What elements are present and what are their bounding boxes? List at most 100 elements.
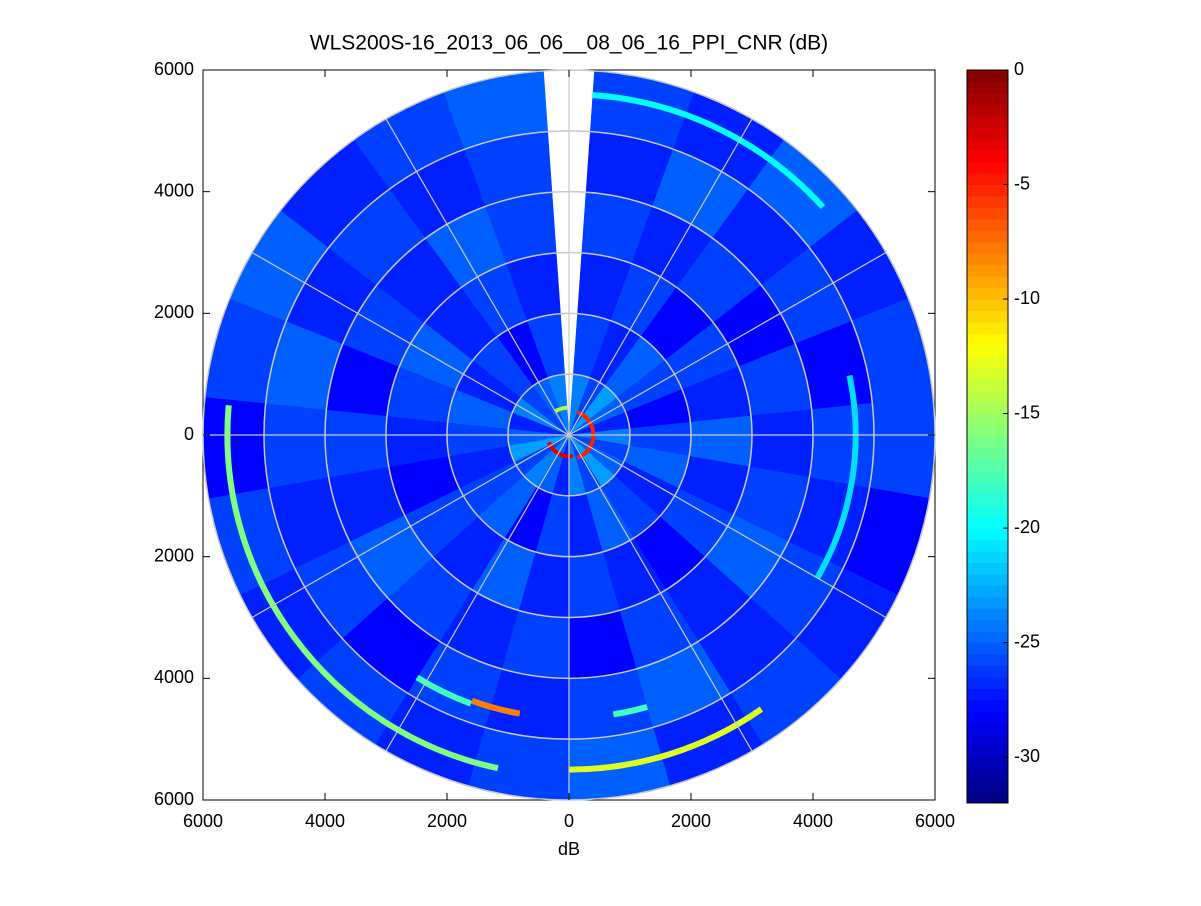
colorbar-swatch (967, 333, 1008, 346)
cnr-arc (568, 706, 764, 773)
colorbar-swatch (967, 310, 1008, 323)
cnr-arc (415, 674, 472, 707)
colorbar-swatch (967, 631, 1008, 644)
colorbar-tick-label: -30 (1014, 746, 1040, 766)
colorbar-swatch (967, 173, 1008, 186)
colorbar-swatch (967, 150, 1008, 163)
colorbar-swatch (967, 104, 1008, 117)
colorbar-swatch (967, 70, 1008, 82)
cnr-arc (814, 374, 859, 580)
azimuth-spoke (568, 434, 887, 619)
cnr-arc (612, 704, 649, 718)
y-tick-label: 6000 (154, 59, 194, 79)
colorbar-swatch (967, 677, 1008, 689)
colorbar-swatch (967, 688, 1008, 701)
colorbar-swatch (967, 379, 1008, 392)
colorbar-swatch (967, 195, 1008, 208)
colorbar-swatch (967, 264, 1008, 277)
x-tick-label: 0 (564, 811, 574, 831)
heatmap-cell (324, 409, 390, 478)
colorbar-swatch (967, 573, 1008, 586)
colorbar-swatch (967, 218, 1008, 231)
heatmap-cell (809, 402, 875, 489)
colorbar-swatch (967, 619, 1008, 632)
azimuth-spoke (251, 251, 570, 436)
colorbar-swatch (967, 230, 1008, 243)
colorbar-swatch (967, 791, 1008, 804)
colorbar-swatch (967, 115, 1008, 128)
colorbar-swatch (967, 493, 1008, 506)
colorbar-swatch (967, 642, 1008, 655)
y-tick-label: 4000 (154, 180, 194, 200)
heatmap-cell (869, 396, 936, 499)
heatmap-cell (748, 409, 814, 478)
y-tick-label: 2000 (154, 302, 194, 322)
colorbar-box (966, 69, 1009, 804)
colorbar-swatch (967, 390, 1008, 403)
colorbar-tick-label: -15 (1014, 402, 1040, 422)
colorbar-swatch (967, 585, 1008, 598)
colorbar-swatch (967, 321, 1008, 334)
azimuth-spoke (568, 434, 753, 752)
colorbar-swatch (967, 447, 1008, 460)
colorbar-swatch (967, 516, 1008, 529)
colorbar-swatch (967, 757, 1008, 770)
heatmap-cell (202, 396, 269, 499)
colorbar-swatch (967, 436, 1008, 449)
colorbar-swatch (967, 207, 1008, 220)
colorbar-swatch (967, 711, 1008, 724)
colorbar-swatch (967, 276, 1008, 289)
colorbar-swatch (967, 413, 1008, 426)
colorbar-swatch (967, 596, 1008, 609)
x-tick-label: 2000 (671, 811, 711, 831)
colorbar-swatch (967, 528, 1008, 541)
colorbar-swatch (967, 562, 1008, 575)
colorbar-swatch (967, 699, 1008, 712)
y-tick-label: 6000 (154, 789, 194, 809)
colorbar-swatch (967, 722, 1008, 735)
azimuth-spoke (568, 251, 887, 436)
cnr-arc (592, 92, 826, 210)
colorbar-swatch (967, 745, 1008, 758)
colorbar-swatch (967, 482, 1008, 495)
colorbar-swatch (967, 608, 1008, 621)
colorbar-tick-label: -10 (1014, 288, 1040, 308)
colorbar-swatch (967, 253, 1008, 266)
colorbar-swatch (967, 425, 1008, 437)
x-tick-label: 6000 (915, 811, 955, 831)
colorbar-tick-label: -5 (1014, 173, 1030, 193)
colorbar-swatch (967, 780, 1008, 793)
colorbar-tick-label: -25 (1014, 631, 1040, 651)
colorbar-swatch (967, 241, 1008, 254)
colorbar-tick-label: 0 (1014, 59, 1024, 79)
colorbar-swatch (967, 768, 1008, 781)
colorbar-swatch (967, 138, 1008, 151)
heatmap-cell (263, 402, 329, 489)
colorbar-swatch (967, 127, 1008, 140)
x-tick-label: 6000 (183, 811, 223, 831)
colorbar-swatch (967, 344, 1008, 357)
colorbar-swatch (967, 92, 1008, 105)
x-tick-label: 4000 (305, 811, 345, 831)
colorbar-swatch (967, 287, 1008, 300)
colorbar-swatch (967, 367, 1008, 380)
y-tick-label: 0 (184, 424, 194, 444)
colorbar-tick-label: -20 (1014, 517, 1040, 537)
colorbar-swatch (967, 402, 1008, 415)
colorbar-swatch (967, 505, 1008, 518)
colorbar-swatch (967, 539, 1008, 552)
colorbar-swatch (967, 734, 1008, 747)
colorbar-swatch (967, 654, 1008, 667)
colorbar-swatch (967, 356, 1008, 369)
y-tick-label: 4000 (154, 667, 194, 687)
azimuth-spoke (385, 118, 570, 436)
x-tick-label: 4000 (793, 811, 833, 831)
colorbar-swatch (967, 81, 1008, 94)
colorbar-swatch (967, 551, 1008, 563)
colorbar-swatch (967, 665, 1008, 678)
colorbar-swatch (967, 299, 1008, 312)
colorbar-swatch (967, 161, 1008, 174)
colorbar-swatch (967, 470, 1008, 483)
x-axis-label: dB (558, 839, 580, 859)
cnr-arc (224, 405, 499, 772)
